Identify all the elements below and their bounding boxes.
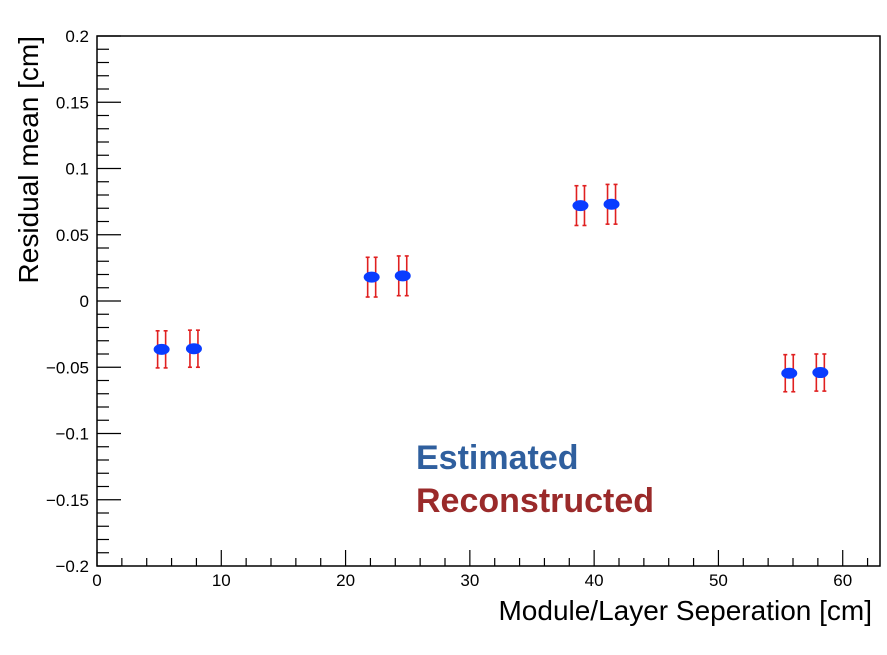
estimated-point <box>812 367 829 379</box>
estimated-point <box>185 343 202 355</box>
x-tick-label: 60 <box>833 571 852 590</box>
x-tick-label: 50 <box>709 571 728 590</box>
y-tick-label: 0.15 <box>56 93 89 112</box>
x-tick-label: 20 <box>336 571 355 590</box>
x-tick-label: 10 <box>212 571 231 590</box>
x-axis-label: Module/Layer Seperation [cm] <box>498 595 872 626</box>
y-tick-label: −0.1 <box>55 425 89 444</box>
y-tick-label: −0.05 <box>46 358 89 377</box>
x-tick-label: 0 <box>92 571 101 590</box>
estimated-point <box>363 271 380 283</box>
y-tick-label: 0.1 <box>65 160 89 179</box>
estimated-point <box>153 343 170 355</box>
estimated-point <box>781 367 798 379</box>
y-tick-label: 0.2 <box>65 27 89 46</box>
y-tick-label: −0.15 <box>46 491 89 510</box>
legend-entry-reconstructed: Reconstructed <box>416 482 654 520</box>
legend-entry-estimated: Estimated <box>416 439 579 477</box>
y-tick-label: 0 <box>80 292 89 311</box>
y-tick-label: 0.05 <box>56 226 89 245</box>
data-marks <box>153 183 829 393</box>
y-axis-label: Residual mean [cm] <box>13 36 44 283</box>
estimated-point <box>572 200 589 212</box>
estimated-point <box>603 198 620 210</box>
y-tick-label: −0.2 <box>55 557 89 576</box>
x-tick-label: 30 <box>460 571 479 590</box>
estimated-point <box>394 270 411 282</box>
axis-ticks: 0 10 20 30 40 50 60 0.2 0.15 0.1 0.05 0 −0.05 −0.1 −0.… <box>46 27 869 590</box>
x-tick-label: 40 <box>585 571 604 590</box>
